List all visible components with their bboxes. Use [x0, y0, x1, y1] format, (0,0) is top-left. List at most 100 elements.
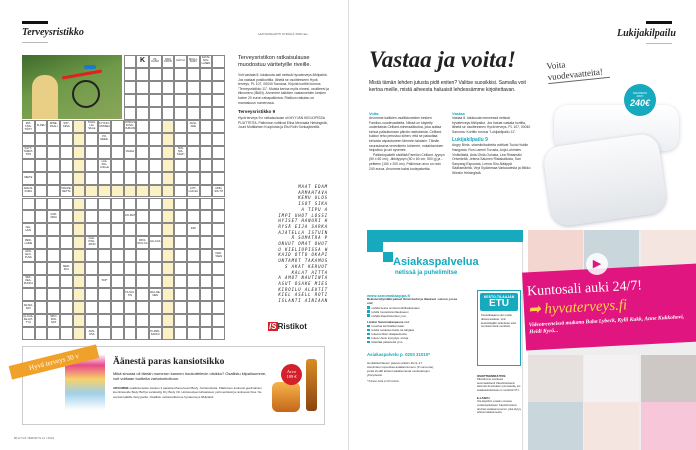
- crossword-cell[interactable]: [186, 93, 200, 107]
- crossword-cell[interactable]: [72, 184, 86, 198]
- crossword-cell[interactable]: [199, 210, 213, 224]
- crossword-cell[interactable]: [199, 80, 213, 94]
- crossword-cell[interactable]: [60, 327, 73, 340]
- crossword-cell[interactable]: [34, 236, 48, 250]
- crossword-cell[interactable]: [161, 80, 175, 94]
- crossword-cell[interactable]: [72, 275, 86, 289]
- crossword-cell[interactable]: [34, 158, 48, 172]
- crossword-cell[interactable]: [47, 171, 61, 185]
- crossword-cell[interactable]: [212, 314, 225, 328]
- crossword-cell[interactable]: [60, 314, 73, 328]
- crossword-cell[interactable]: [148, 249, 162, 263]
- crossword-cell[interactable]: [85, 262, 99, 276]
- crossword-cell[interactable]: [199, 158, 213, 172]
- crossword-cell[interactable]: [34, 184, 48, 198]
- crossword-cell[interactable]: [123, 223, 137, 237]
- crossword-cell[interactable]: [110, 314, 124, 328]
- crossword-cell[interactable]: [136, 80, 149, 94]
- crossword-cell[interactable]: [136, 158, 149, 172]
- crossword-cell[interactable]: [136, 171, 149, 185]
- crossword-cell[interactable]: [110, 119, 124, 133]
- crossword-cell[interactable]: [174, 223, 187, 237]
- crossword-cell[interactable]: [186, 132, 200, 146]
- crossword-cell[interactable]: [123, 55, 137, 68]
- crossword-cell[interactable]: [110, 197, 124, 211]
- crossword-cell[interactable]: [161, 327, 175, 340]
- crossword-cell[interactable]: [212, 158, 225, 172]
- crossword-cell[interactable]: [123, 184, 137, 198]
- crossword-cell[interactable]: [212, 210, 225, 224]
- crossword-cell[interactable]: [186, 275, 200, 289]
- crossword-cell[interactable]: [148, 314, 162, 328]
- crossword-cell[interactable]: [72, 132, 86, 146]
- crossword-cell[interactable]: [174, 249, 187, 263]
- crossword-cell[interactable]: [98, 262, 111, 276]
- crossword-cell[interactable]: [148, 145, 162, 159]
- crossword-cell[interactable]: [98, 288, 111, 302]
- crossword-cell[interactable]: [161, 288, 175, 302]
- crossword-cell[interactable]: [161, 275, 175, 289]
- crossword-cell[interactable]: [123, 80, 137, 94]
- crossword-cell[interactable]: [47, 275, 61, 289]
- crossword-cell[interactable]: [174, 210, 187, 224]
- crossword-cell[interactable]: [60, 197, 73, 211]
- crossword-cell[interactable]: [136, 301, 149, 315]
- crossword-cell[interactable]: [85, 197, 99, 211]
- crossword-cell[interactable]: [148, 223, 162, 237]
- crossword-cell[interactable]: [148, 119, 162, 133]
- crossword-cell[interactable]: [174, 288, 187, 302]
- crossword-cell[interactable]: [85, 145, 99, 159]
- crossword-cell[interactable]: [136, 288, 149, 302]
- crossword-cell[interactable]: [22, 210, 35, 224]
- crossword-cell[interactable]: [199, 327, 213, 340]
- crossword-cell[interactable]: [123, 275, 137, 289]
- crossword-cell[interactable]: [98, 327, 111, 340]
- crossword-cell[interactable]: [199, 249, 213, 263]
- crossword-cell[interactable]: [161, 262, 175, 276]
- crossword-cell[interactable]: [212, 301, 225, 315]
- crossword-cell[interactable]: [60, 275, 73, 289]
- crossword-cell[interactable]: [186, 249, 200, 263]
- crossword-cell[interactable]: [161, 106, 175, 120]
- crossword-cell[interactable]: [199, 171, 213, 185]
- crossword-cell[interactable]: [85, 314, 99, 328]
- crossword-cell[interactable]: [85, 132, 99, 146]
- crossword-cell[interactable]: [212, 327, 225, 340]
- crossword-cell[interactable]: [85, 223, 99, 237]
- vote-banner[interactable]: Hyvä terveys Hyvä terveys 30 v Äänestä p…: [8, 344, 325, 425]
- crossword-cell[interactable]: [212, 197, 225, 211]
- crossword-cell[interactable]: [60, 171, 73, 185]
- crossword-cell[interactable]: [136, 106, 149, 120]
- crossword-cell[interactable]: [186, 80, 200, 94]
- crossword-cell[interactable]: [174, 314, 187, 328]
- crossword-cell[interactable]: [98, 184, 111, 198]
- crossword-cell[interactable]: [199, 106, 213, 120]
- crossword-cell[interactable]: [148, 106, 162, 120]
- crossword-cell[interactable]: [174, 80, 187, 94]
- crossword-cell[interactable]: [199, 275, 213, 289]
- crossword-cell[interactable]: [123, 262, 137, 276]
- crossword-cell[interactable]: [212, 262, 225, 276]
- crossword-cell[interactable]: [123, 236, 137, 250]
- crossword-cell[interactable]: [47, 288, 61, 302]
- crossword-cell[interactable]: [148, 132, 162, 146]
- crossword-cell[interactable]: [136, 262, 149, 276]
- crossword-cell[interactable]: [110, 275, 124, 289]
- crossword-cell[interactable]: [34, 262, 48, 276]
- crossword-cell[interactable]: [47, 249, 61, 263]
- crossword-cell[interactable]: [72, 223, 86, 237]
- crossword-cell[interactable]: [98, 171, 111, 185]
- crossword-cell[interactable]: [47, 132, 61, 146]
- crossword-cell[interactable]: [212, 275, 225, 289]
- crossword-cell[interactable]: [34, 132, 48, 146]
- crossword-cell[interactable]: [22, 327, 35, 340]
- crossword-cell[interactable]: [199, 93, 213, 107]
- crossword-cell[interactable]: [212, 55, 225, 68]
- crossword-cell[interactable]: [85, 158, 99, 172]
- crossword-cell[interactable]: [186, 210, 200, 224]
- crossword-cell[interactable]: [148, 93, 162, 107]
- crossword-cell[interactable]: [123, 197, 137, 211]
- crossword-cell[interactable]: [60, 301, 73, 315]
- crossword-cell[interactable]: [148, 80, 162, 94]
- crossword-cell[interactable]: [212, 106, 225, 120]
